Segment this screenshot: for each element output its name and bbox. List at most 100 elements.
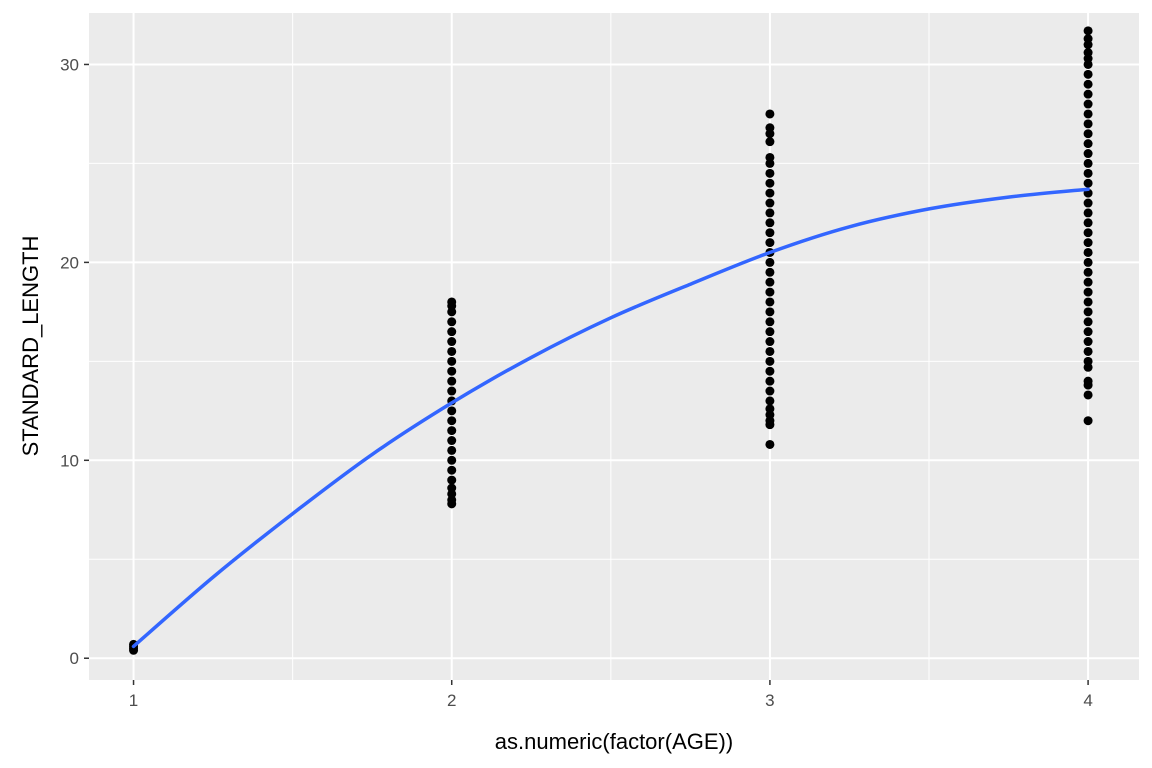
minor-gridlines xyxy=(89,13,1139,680)
data-point xyxy=(447,436,457,446)
x-tick-label: 4 xyxy=(1083,691,1092,710)
data-point xyxy=(765,188,775,198)
data-point xyxy=(765,376,775,386)
data-point xyxy=(447,337,457,347)
data-point xyxy=(1083,356,1093,366)
data-point xyxy=(765,277,775,287)
data-point xyxy=(1083,287,1093,297)
data-point xyxy=(447,416,457,426)
data-point xyxy=(447,483,457,493)
data-point xyxy=(1083,257,1093,267)
data-point xyxy=(1083,346,1093,356)
data-point xyxy=(1083,26,1093,36)
y-tick-label: 0 xyxy=(70,649,79,668)
data-point xyxy=(1083,89,1093,99)
data-point xyxy=(765,238,775,248)
data-point xyxy=(1083,129,1093,139)
y-axis-ticks: 0 10 20 30 xyxy=(60,55,89,668)
data-point xyxy=(1083,307,1093,317)
data-point xyxy=(1083,34,1093,44)
data-point xyxy=(765,178,775,188)
data-point xyxy=(765,317,775,327)
y-tick-label: 30 xyxy=(60,55,79,74)
major-gridlines xyxy=(89,13,1139,680)
data-point xyxy=(765,356,775,366)
data-point xyxy=(1083,149,1093,159)
data-point xyxy=(1083,79,1093,89)
x-axis-ticks: 1 2 3 4 xyxy=(129,680,1093,710)
data-point xyxy=(765,327,775,337)
data-point xyxy=(447,327,457,337)
data-point xyxy=(1083,168,1093,178)
data-point xyxy=(765,366,775,376)
data-point xyxy=(1083,158,1093,168)
y-axis-title: STANDARD_LENGTH xyxy=(18,236,43,457)
y-tick-label: 10 xyxy=(60,451,79,470)
data-point xyxy=(765,152,775,162)
data-point xyxy=(765,198,775,208)
data-point xyxy=(447,376,457,386)
data-point xyxy=(447,455,457,465)
data-point xyxy=(1083,277,1093,287)
data-point xyxy=(1083,247,1093,257)
data-point xyxy=(447,386,457,396)
data-point xyxy=(447,426,457,436)
data-point xyxy=(1083,109,1093,119)
data-point xyxy=(1083,390,1093,400)
data-point xyxy=(447,346,457,356)
data-point xyxy=(1083,238,1093,248)
data-point xyxy=(1083,317,1093,327)
x-tick-label: 3 xyxy=(765,691,774,710)
data-point xyxy=(447,406,457,416)
data-point xyxy=(447,297,457,307)
data-point xyxy=(1083,208,1093,218)
data-point xyxy=(1083,178,1093,188)
data-point xyxy=(447,356,457,366)
data-point xyxy=(765,109,775,119)
data-point xyxy=(1083,267,1093,277)
data-point xyxy=(765,404,775,414)
data-point xyxy=(1083,218,1093,228)
data-point xyxy=(765,337,775,347)
data-point xyxy=(1083,119,1093,129)
data-point xyxy=(765,123,775,133)
data-point xyxy=(765,228,775,238)
data-point xyxy=(765,257,775,267)
data-point xyxy=(765,396,775,406)
data-point xyxy=(765,287,775,297)
data-point xyxy=(447,366,457,376)
data-point xyxy=(765,168,775,178)
data-point xyxy=(765,267,775,277)
data-point xyxy=(1083,69,1093,79)
smooth-line-layer xyxy=(131,187,1090,649)
data-point xyxy=(765,307,775,317)
y-tick-label: 20 xyxy=(60,253,79,272)
data-point xyxy=(1083,139,1093,149)
data-point xyxy=(765,208,775,218)
data-point xyxy=(447,465,457,475)
x-axis-title: as.numeric(factor(AGE)) xyxy=(495,729,733,754)
data-point xyxy=(447,475,457,485)
data-point xyxy=(765,346,775,356)
data-point xyxy=(1083,297,1093,307)
x-tick-label: 2 xyxy=(447,691,456,710)
x-tick-label: 1 xyxy=(129,691,138,710)
data-point xyxy=(447,445,457,455)
data-point xyxy=(1083,416,1093,426)
data-point xyxy=(765,386,775,396)
data-point xyxy=(765,137,775,147)
data-point xyxy=(1083,198,1093,208)
data-point xyxy=(1083,337,1093,347)
smooth-line xyxy=(131,187,1090,649)
scatter-points xyxy=(129,26,1093,655)
data-point xyxy=(447,317,457,327)
data-point xyxy=(1083,376,1093,386)
data-point xyxy=(1083,327,1093,337)
plot-panel xyxy=(89,13,1139,680)
data-point xyxy=(1083,99,1093,109)
data-point xyxy=(765,439,775,449)
data-point xyxy=(1083,48,1093,58)
data-point xyxy=(765,218,775,228)
data-point xyxy=(1083,228,1093,238)
